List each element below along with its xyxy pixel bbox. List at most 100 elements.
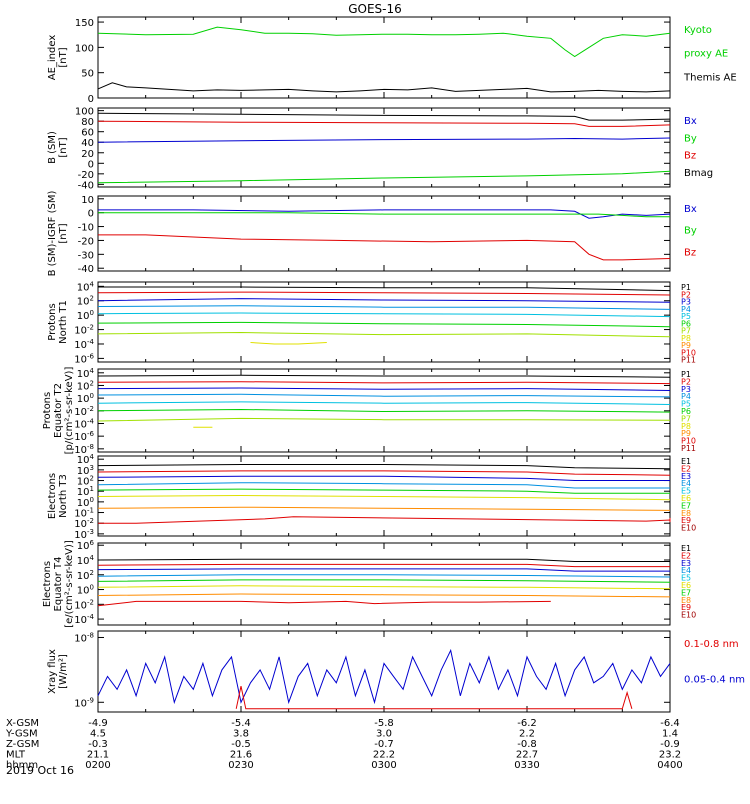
date-label: 2019 Oct 16 — [6, 764, 74, 777]
legend-entry: Themis AE — [683, 72, 737, 83]
legend-entry: P7 — [681, 327, 691, 336]
y-tick-label: 102 — [77, 475, 94, 488]
y-tick-label: -10 — [78, 223, 94, 234]
y-tick-label: 10-4 — [74, 613, 94, 626]
legend-entry: E3 — [681, 472, 691, 481]
ephemeris-value: -0.3 — [88, 739, 108, 750]
series-line — [97, 312, 671, 318]
legend-entry: Kyoto — [684, 25, 712, 36]
y-tick-label: 106 — [77, 539, 95, 552]
y-tick-label: 10-6 — [74, 430, 94, 443]
series-line — [97, 305, 671, 310]
series-line — [97, 26, 671, 58]
series-line — [97, 558, 670, 562]
series-line — [97, 381, 671, 385]
ephemeris-label: X-GSM — [6, 718, 39, 729]
legend-entry: P3 — [681, 298, 691, 307]
panel-1: 150 100 50 0 AE_index[nT] Kyoto proxy AE Themis… — [47, 16, 737, 105]
series-line — [98, 234, 671, 261]
series-line — [97, 112, 671, 121]
ephemeris-value: 0230 — [228, 760, 253, 771]
y-tick-label: 0 — [88, 209, 94, 220]
legend-entry: E10 — [681, 524, 696, 533]
series-line — [97, 374, 671, 378]
series-line — [97, 475, 670, 481]
series-line — [97, 170, 671, 184]
legend-entry: P6 — [681, 407, 691, 416]
series-line — [97, 482, 670, 489]
series-line — [97, 298, 671, 303]
y-tick-label: 100 — [77, 309, 94, 322]
legend-entry: E10 — [681, 611, 696, 620]
legend-entry: P9 — [681, 429, 691, 438]
legend-entry: Bz — [684, 151, 696, 162]
series-line — [97, 120, 671, 127]
legend-entry: Bx — [684, 204, 697, 215]
panel-5: 10410210010-210-410-610-8ProtonsEquator … — [42, 367, 696, 456]
panel-8: 10-8 10-9 Xray flux[W/m²] 0.1-0.8 nm 0.05-0.… — [47, 630, 745, 713]
y-tick-label: 100 — [77, 584, 94, 597]
y-axis-label: B (SM)-IGRF (SM)[nT] — [47, 191, 69, 277]
y-tick-label: 10 — [81, 195, 94, 206]
y-tick-label: 10-6 — [74, 352, 94, 365]
y-tick-label: 102 — [77, 295, 94, 308]
series-line — [235, 685, 633, 710]
ephemeris-value: 2.2 — [519, 729, 535, 740]
y-tick-label: 10-4 — [74, 338, 94, 351]
y-tick-label: 80 — [81, 117, 94, 128]
y-tick-label: 0 — [88, 159, 94, 170]
series-line — [97, 488, 670, 494]
series-line — [98, 209, 671, 219]
y-tick-label: -20 — [78, 236, 94, 247]
legend-entry: E5 — [681, 487, 691, 496]
y-axis-label: Xray flux[W/m²] — [47, 649, 69, 694]
panel-frame — [97, 16, 671, 99]
legend-entry: P10 — [681, 348, 696, 357]
series-line — [97, 464, 671, 470]
y-tick-label: 100 — [75, 43, 94, 54]
ephemeris-label: Z-GSM — [6, 739, 39, 750]
y-tick-label: 102 — [77, 379, 94, 392]
legend-entry: P7 — [681, 414, 691, 423]
ephemeris-value: 3.0 — [376, 729, 392, 740]
legend-entry: P5 — [681, 400, 691, 409]
legend-entry: P8 — [681, 422, 691, 431]
y-tick-label: 104 — [77, 280, 95, 293]
legend-entry: E1 — [681, 457, 691, 466]
ephemeris-value: -6.2 — [517, 718, 537, 729]
legend-entry: Bz — [684, 247, 696, 258]
y-tick-label: 0 — [88, 94, 94, 105]
ephemeris-value: 0330 — [514, 760, 539, 771]
legend-entry: P11 — [681, 356, 696, 365]
ephemeris-value: 3.8 — [233, 729, 249, 740]
legend-entry: E7 — [681, 588, 691, 597]
y-tick-label: 10-2 — [74, 324, 94, 337]
legend-entry: P10 — [681, 437, 696, 446]
y-tick-label: -20 — [78, 170, 94, 181]
legend-entry: P2 — [681, 290, 691, 299]
legend-entry: E4 — [681, 566, 691, 575]
legend-entry: P4 — [681, 305, 691, 314]
legend-entry: 0.05-0.4 nm — [684, 675, 745, 686]
y-tick-label: 100 — [77, 392, 94, 405]
y-axis-label: ElectronsEquator T4[e/(cm²-s-sr-keV)] — [42, 540, 75, 628]
series-line — [98, 516, 671, 524]
ephemeris-value: 22.7 — [516, 750, 538, 761]
legend-entry: proxy AE — [684, 49, 728, 60]
legend-entry: E1 — [681, 544, 691, 553]
ephemeris-value: 0200 — [85, 760, 110, 771]
legend-entry: P9 — [681, 341, 691, 350]
legend-entry: P2 — [681, 377, 691, 386]
y-tick-label: 104 — [77, 453, 95, 466]
legend-entry: P8 — [681, 334, 691, 343]
ephemeris-label: Y-GSM — [5, 729, 38, 740]
legend-entry: 0.1-0.8 nm — [684, 639, 739, 650]
y-tick-label: 100 — [77, 496, 94, 509]
y-tick-label: 100 — [75, 107, 94, 118]
ephemeris-value: 23.2 — [659, 750, 681, 761]
y-tick-label: 104 — [77, 554, 95, 567]
series-line — [97, 600, 551, 607]
ephemeris-label: MLT — [6, 750, 26, 761]
